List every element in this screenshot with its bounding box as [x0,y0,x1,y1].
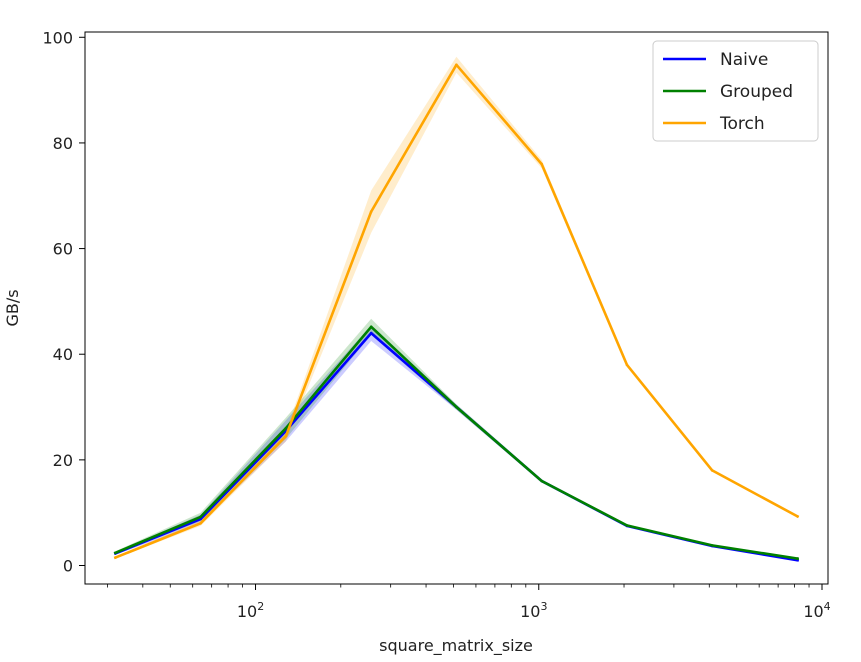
legend-label-grouped: Grouped [720,82,793,102]
series-line-grouped [113,325,799,561]
data-point-torch [540,162,543,166]
series-lines [113,63,800,562]
y-tick-label: 0 [63,557,73,576]
data-point-torch [369,210,373,213]
legend-label-naive: Naive [720,50,768,70]
data-point-torch [625,363,629,367]
y-axis-ticks: 0 20 40 60 80 100 [42,28,85,576]
x-axis-label: square_matrix_size [379,636,533,656]
data-point-grouped [625,524,629,527]
x-tick-label: 104 [803,600,830,621]
legend-frame [652,40,819,142]
data-point-torch [455,63,458,67]
data-point-grouped [199,515,202,519]
data-point-torch [796,515,799,518]
y-tick-label: 60 [53,240,73,259]
data-point-grouped [540,479,543,483]
y-tick-label: 40 [53,345,73,364]
y-axis-label: GB/s [3,289,22,326]
y-tick-label: 80 [53,134,73,153]
data-point-grouped [455,405,458,409]
data-point-naive [369,331,373,335]
y-tick-label: 20 [53,451,73,470]
data-point-torch [284,434,288,438]
data-point-torch [114,556,117,559]
data-point-torch [199,522,202,525]
data-point-grouped [369,325,373,329]
legend-label-torch: Torch [719,114,765,134]
data-point-grouped [114,551,117,555]
legend: Naive Grouped Torch [652,40,819,142]
data-point-torch [710,469,714,472]
data-point-grouped [796,557,799,560]
series-band-grouped [115,318,798,560]
plot-frame [84,31,829,585]
data-point-grouped [710,544,714,547]
x-tick-label: 103 [520,600,547,621]
data-point-grouped [284,426,288,430]
series-band-naive [115,325,798,561]
x-tick-label: 102 [237,600,264,621]
series-line-naive [113,331,799,562]
y-tick-label: 100 [42,28,73,47]
x-axis-ticks: 102 103 104 [107,584,831,621]
